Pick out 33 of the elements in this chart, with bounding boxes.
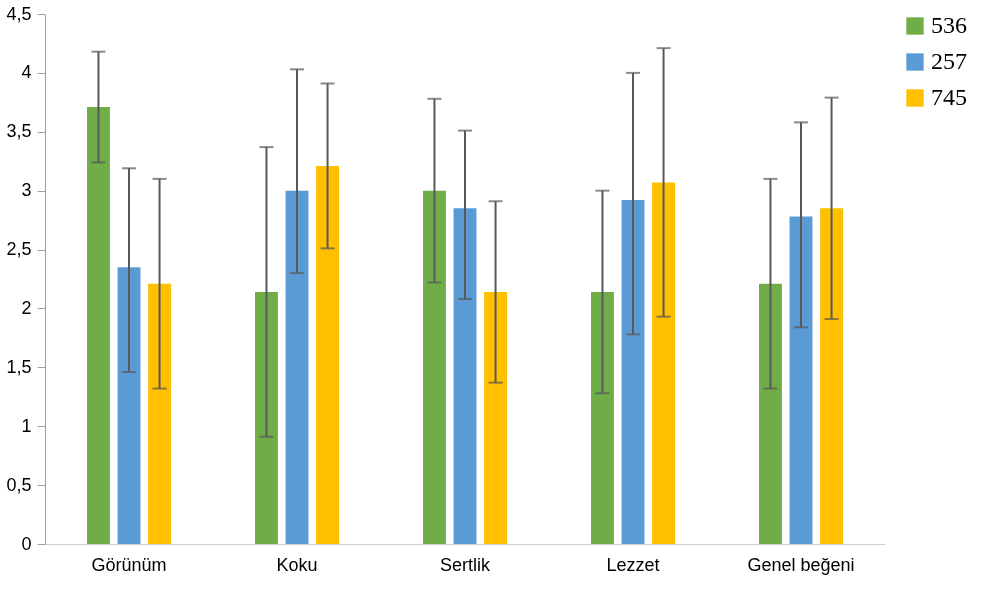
bar	[759, 283, 782, 544]
y-tick-label: 2	[21, 297, 32, 318]
x-tick-label: Sertlik	[439, 554, 491, 575]
bar	[789, 216, 813, 544]
y-tick-label: 3	[21, 180, 32, 201]
x-tick-label: Genel beğeni	[747, 554, 855, 575]
y-tick-label: 2,5	[6, 239, 32, 260]
bar	[285, 190, 309, 544]
y-tick-label: 4	[21, 62, 32, 83]
y-tick-label: 1,5	[6, 356, 32, 377]
bar	[484, 291, 507, 544]
y-tick-label: 1	[21, 415, 32, 436]
x-tick-label: Lezzet	[606, 554, 660, 575]
bar	[621, 200, 645, 544]
bar	[820, 208, 843, 544]
bar	[148, 283, 171, 544]
bar	[255, 291, 278, 544]
bar	[423, 190, 446, 544]
x-tick-label: Görünüm	[91, 554, 167, 575]
x-tick-label: Koku	[276, 554, 318, 575]
y-tick-label: 0	[21, 533, 32, 554]
legend-label: 257	[931, 48, 967, 74]
legend-label: 536	[931, 12, 967, 38]
bar	[591, 291, 614, 544]
bar	[652, 182, 675, 544]
y-tick-label: 0,5	[6, 474, 32, 495]
bar	[87, 107, 110, 544]
bar	[316, 165, 339, 544]
legend-label: 745	[931, 84, 967, 110]
y-tick-label: 4,5	[6, 3, 32, 24]
bar	[117, 267, 141, 544]
bar	[453, 208, 477, 544]
y-tick-label: 3,5	[6, 121, 32, 142]
